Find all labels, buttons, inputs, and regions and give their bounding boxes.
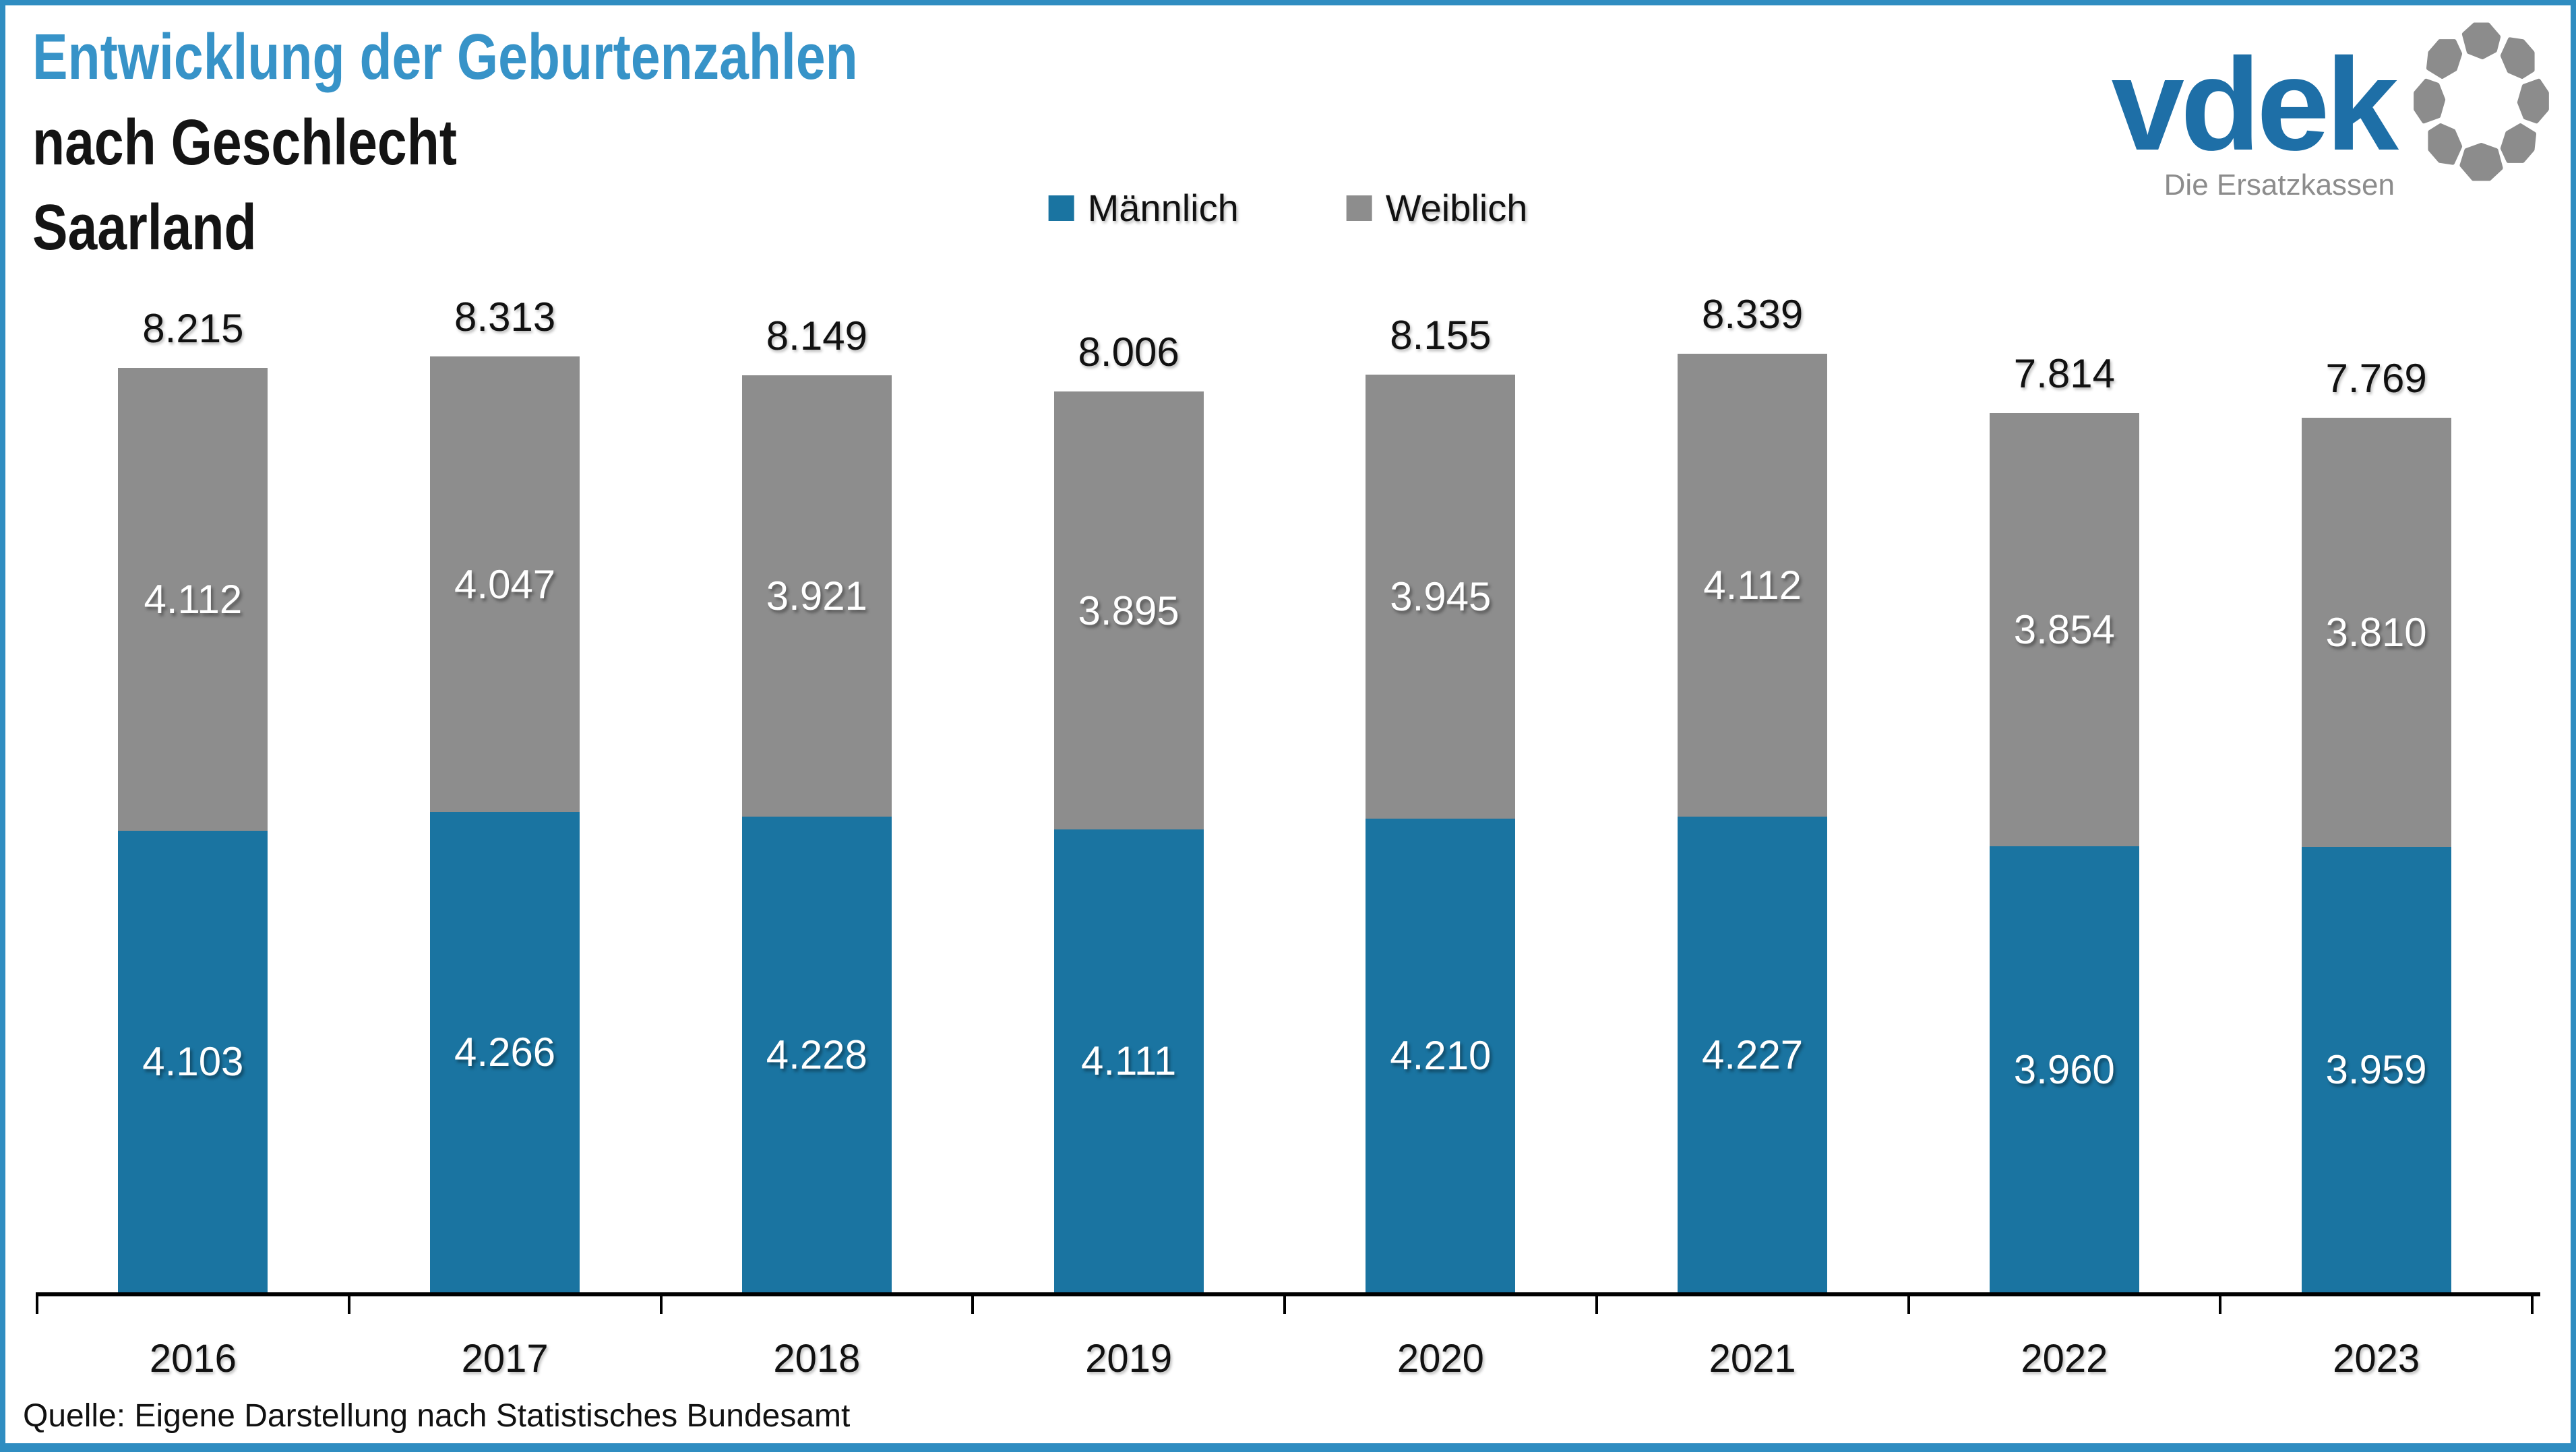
segment-value-label-weiblich: 4.112: [1703, 563, 1802, 608]
segment-value-label-maennlich: 4.228: [766, 1032, 867, 1077]
segment-value-label-maennlich: 3.959: [2325, 1047, 2427, 1092]
title-line-3: Saarland: [32, 191, 257, 264]
bar-group: 8.313 4.047 4.266: [349, 294, 661, 1292]
segment-value-label-weiblich: 3.854: [2013, 607, 2115, 652]
legend-label-weiblich: Weiblich: [1385, 187, 1528, 229]
segment-value-label-maennlich: 4.103: [142, 1039, 244, 1084]
segment-value-label-weiblich: 4.112: [144, 577, 243, 622]
stacked-bar: 4.047 4.266: [430, 356, 580, 1292]
segment-value-label-maennlich: 3.960: [2013, 1046, 2115, 1092]
x-axis-tick: [1907, 1292, 1910, 1314]
total-value-label: 8.339: [1702, 292, 1804, 337]
title-line-2: nach Geschlecht: [32, 106, 457, 179]
total-value-label: 8.313: [454, 294, 556, 340]
legend-item-maennlich: Männlich: [1048, 186, 1239, 230]
segment-value-label-weiblich: 3.945: [1390, 574, 1492, 619]
vdek-wordmark: vdek: [2111, 31, 2399, 178]
x-axis-label: 2017: [461, 1337, 549, 1381]
stacked-bar: 3.854 3.960: [1989, 413, 2139, 1292]
x-axis-tick: [347, 1292, 350, 1314]
legend-swatch-maennlich: [1048, 195, 1074, 221]
bar-group: 8.215 4.112 4.103: [37, 306, 349, 1292]
x-axis-label: 2018: [773, 1337, 861, 1381]
plot-area: 8.215 4.112 4.103 8.313 4.047 4.266 8.149 3.921…: [37, 292, 2532, 1292]
x-axis-label: 2020: [1397, 1337, 1484, 1381]
bar-group: 8.006 3.895 4.111: [973, 329, 1285, 1292]
stacked-bar: 3.921 4.228: [741, 375, 892, 1292]
x-axis-label: 2022: [2021, 1337, 2108, 1381]
stacked-bar: 3.895 4.111: [1053, 391, 1204, 1292]
vdek-wordmark-block: vdek Die Ersatzkassen: [2111, 31, 2399, 202]
x-axis-tick: [1283, 1292, 1286, 1314]
bar-segment-maennlich: 4.111: [1053, 829, 1204, 1292]
bar-segment-maennlich: 4.210: [1366, 819, 1516, 1292]
bar-segment-maennlich: 4.228: [741, 817, 892, 1292]
x-axis-tick: [971, 1292, 975, 1314]
bar-segment-maennlich: 3.959: [2301, 847, 2451, 1292]
stacked-bar: 3.945 4.210: [1366, 375, 1516, 1292]
bar-segment-weiblich: 3.945: [1366, 375, 1516, 819]
chart-title: Entwicklung der Geburtenzahlen nach Gesc…: [32, 15, 858, 271]
segment-value-label-weiblich: 3.895: [1078, 588, 1179, 633]
stacked-bar: 4.112 4.103: [118, 368, 268, 1292]
bar-segment-weiblich: 4.047: [430, 356, 580, 812]
segment-value-label-weiblich: 3.810: [2325, 610, 2427, 655]
legend-item-weiblich: Weiblich: [1346, 186, 1528, 230]
total-value-label: 7.814: [2013, 351, 2115, 396]
x-axis-label: 2016: [149, 1337, 237, 1381]
bar-segment-maennlich: 4.227: [1678, 817, 1828, 1292]
vdek-tagline: Die Ersatzkassen: [2164, 168, 2395, 202]
stacked-bar: 4.112 4.227: [1678, 354, 1828, 1292]
x-axis-label: 2023: [2333, 1337, 2420, 1381]
bar-group: 7.769 3.810 3.959: [2220, 336, 2532, 1292]
x-axis-tick: [659, 1292, 663, 1314]
bar-group: 8.149 3.921 4.228: [661, 313, 973, 1292]
bar-group: 8.155 3.945 4.210: [1285, 313, 1597, 1292]
segment-value-label-maennlich: 4.227: [1702, 1032, 1804, 1077]
bar-segment-weiblich: 3.810: [2301, 418, 2451, 847]
total-value-label: 8.006: [1078, 329, 1179, 375]
x-axis-label: 2019: [1085, 1337, 1173, 1381]
total-value-label: 8.215: [142, 306, 244, 351]
x-axis-tick: [2219, 1292, 2222, 1314]
total-value-label: 7.769: [2325, 356, 2427, 401]
bar-segment-maennlich: 4.103: [118, 831, 268, 1292]
segment-value-label-maennlich: 4.266: [454, 1030, 556, 1075]
bar-segment-weiblich: 3.921: [741, 375, 892, 817]
legend-swatch-weiblich: [1346, 195, 1372, 221]
bar-segment-weiblich: 3.895: [1053, 391, 1204, 829]
bar-group: 8.339 4.112 4.227: [1597, 292, 1909, 1292]
x-axis-tick: [1595, 1292, 1598, 1314]
chart-legend: Männlich Weiblich: [1048, 186, 1528, 230]
x-axis-tick: [36, 1292, 38, 1314]
segment-value-label-weiblich: 4.047: [454, 561, 556, 607]
bar-segment-weiblich: 4.112: [118, 368, 268, 831]
x-axis-line: [37, 1292, 2540, 1296]
segment-value-label-maennlich: 4.111: [1080, 1038, 1177, 1083]
bar-segment-maennlich: 3.960: [1989, 846, 2139, 1292]
source-note: Quelle: Eigene Darstellung nach Statisti…: [23, 1398, 851, 1434]
segment-value-label-maennlich: 4.210: [1390, 1033, 1492, 1078]
vdek-logo: vdek Die Ersatzkassen: [2111, 22, 2550, 202]
stacked-bar: 3.810 3.959: [2301, 418, 2451, 1292]
bar-segment-weiblich: 3.854: [1989, 413, 2139, 846]
x-axis-label: 2021: [1709, 1337, 1796, 1381]
total-value-label: 8.155: [1390, 313, 1492, 358]
segment-value-label-weiblich: 3.921: [766, 573, 867, 619]
legend-label-maennlich: Männlich: [1087, 187, 1239, 229]
bar-segment-weiblich: 4.112: [1678, 354, 1828, 817]
bar-group: 7.814 3.854 3.960: [1909, 336, 2221, 1292]
x-axis-labels: 2016 2017 2018 2019 2020 2021 2022 2023: [37, 1336, 2532, 1381]
title-line-1: Entwicklung der Geburtenzahlen: [32, 21, 858, 93]
total-value-label: 8.149: [766, 313, 867, 358]
x-axis-tick: [2531, 1292, 2534, 1314]
vdek-ring-icon: [2414, 22, 2549, 181]
bar-segment-maennlich: 4.266: [430, 812, 580, 1292]
